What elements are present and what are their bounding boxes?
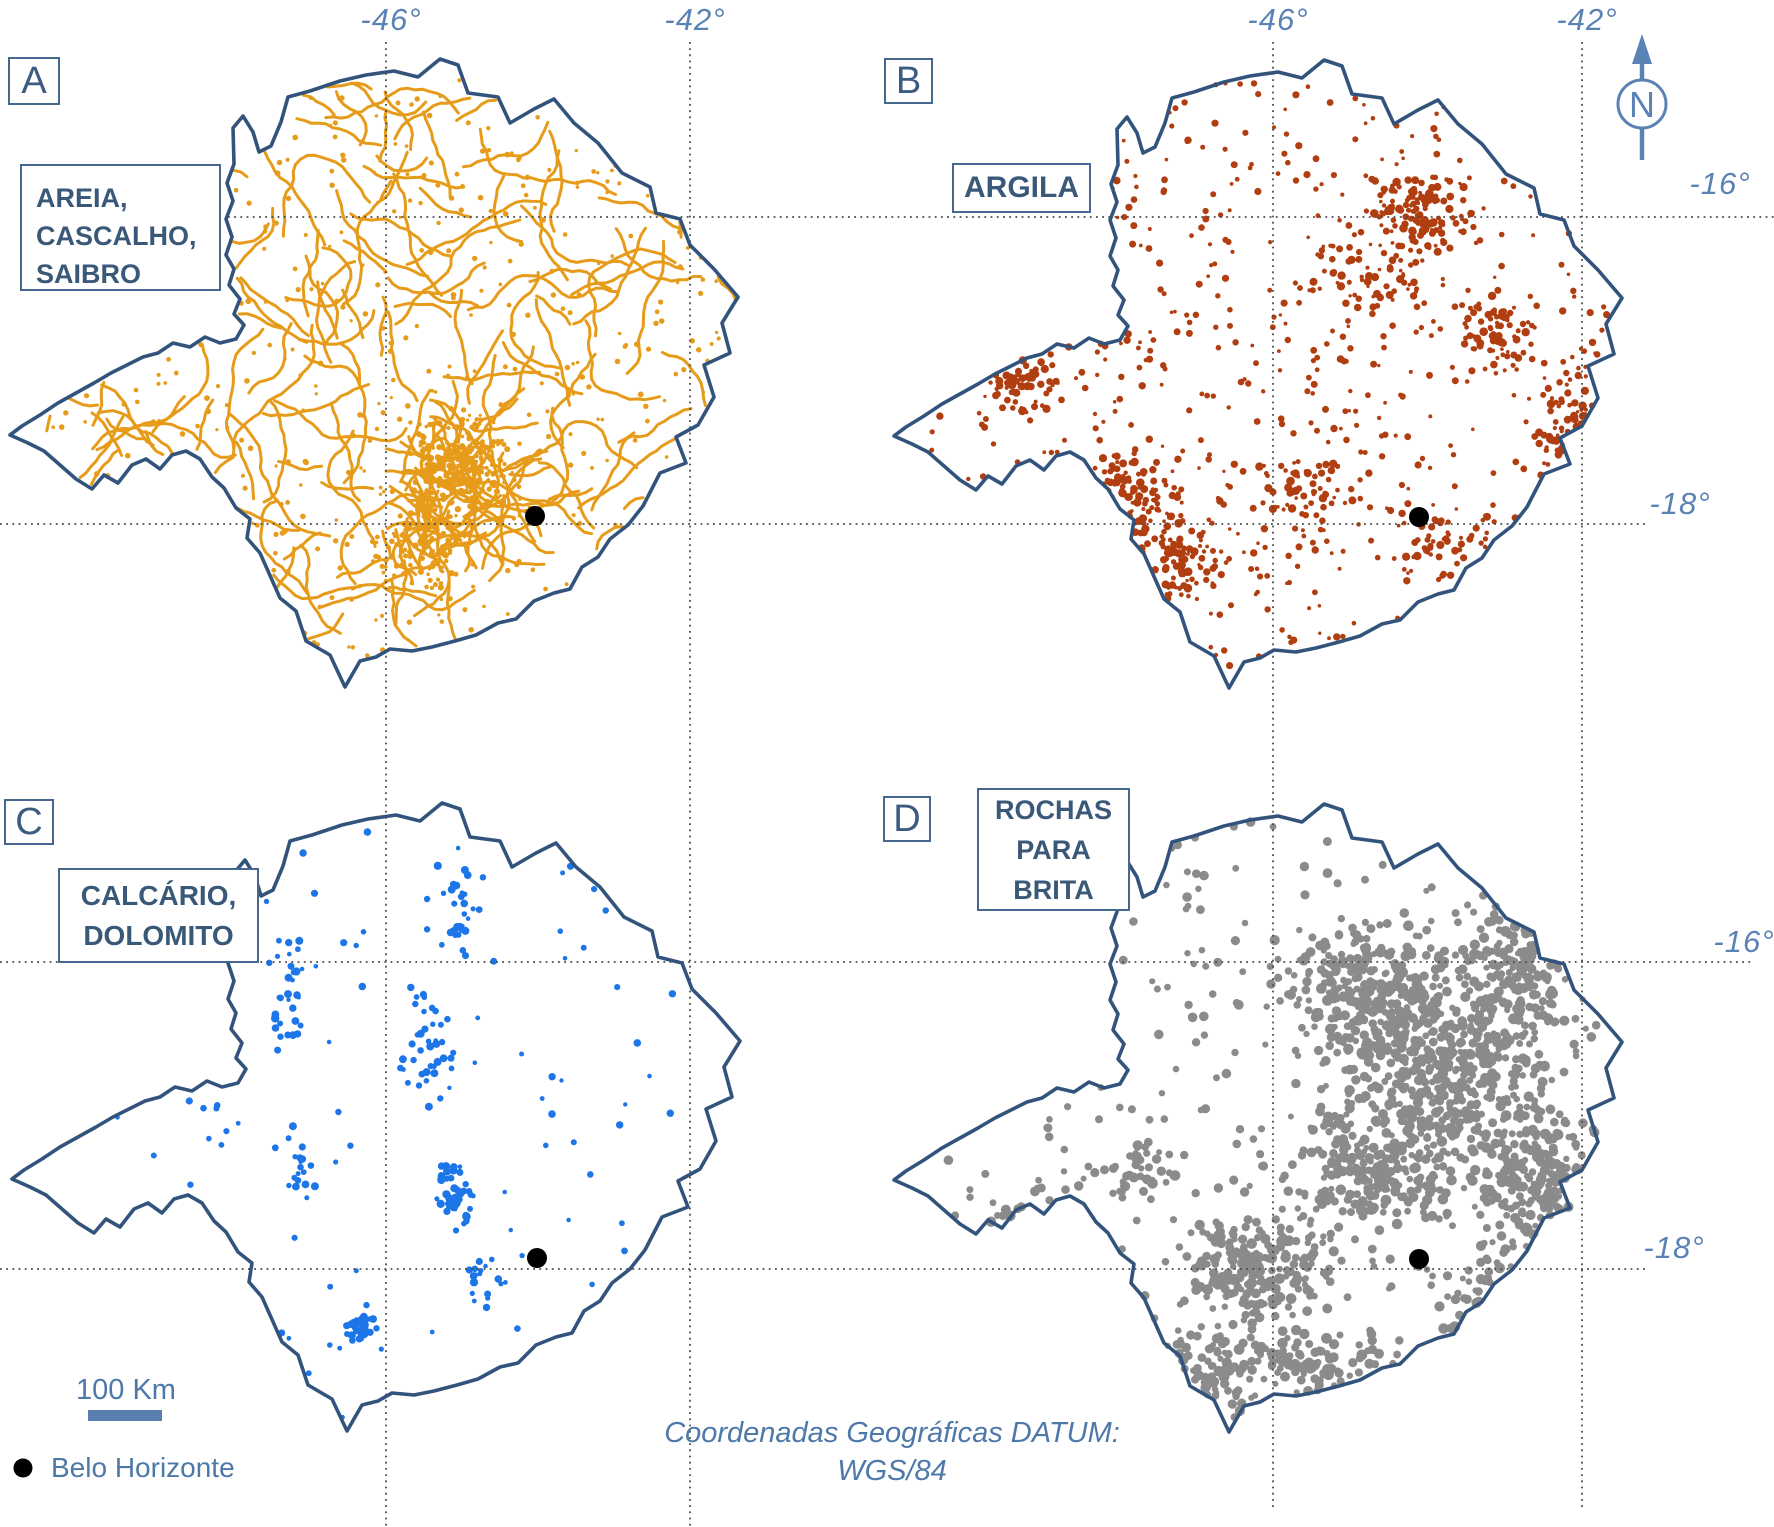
datum-note-line1: Coordenadas Geográficas bbox=[664, 1417, 1003, 1449]
north-label: N bbox=[1629, 84, 1655, 125]
scale-label: 100 Km bbox=[76, 1374, 176, 1406]
city-legend-label: Belo Horizonte bbox=[51, 1452, 235, 1483]
latitude-label-row2-16: -16° bbox=[1713, 924, 1774, 959]
panel-d-dots bbox=[943, 817, 1601, 1421]
panel-a-dots bbox=[45, 78, 738, 658]
latitude-label-row1-18: -18° bbox=[1649, 486, 1711, 521]
datum-note-line2: DATUM: WGS/84 bbox=[837, 1417, 1120, 1487]
panel-c-dots bbox=[115, 828, 677, 1420]
city-legend-dot-icon bbox=[13, 1458, 33, 1478]
longitude-label-b-46: -46° bbox=[1247, 2, 1309, 37]
scale-bar bbox=[88, 1410, 162, 1421]
belo-horizonte-dots bbox=[525, 506, 1429, 1269]
longitude-label-a-46: -46° bbox=[360, 2, 422, 37]
datum-note: Coordenadas Geográficas DATUM: WGS/84 bbox=[652, 1414, 1132, 1490]
panel-d-mineral-label: ROCHAS PARA BRITA bbox=[977, 788, 1130, 911]
latitude-label-row2-18: -18° bbox=[1643, 1230, 1705, 1265]
panel-a-letter: A bbox=[8, 57, 60, 105]
latitude-label-row1-16: -16° bbox=[1689, 166, 1751, 201]
panel-c-mineral-label: CALCÁRIO, DOLOMITO bbox=[58, 868, 259, 963]
panel-d-letter: D bbox=[883, 796, 931, 842]
panel-b-mineral-label: ARGILA bbox=[952, 163, 1091, 213]
longitude-label-b-42: -42° bbox=[1556, 2, 1618, 37]
panel-a-mineral-label: AREIA, CASCALHO, SAIBRO bbox=[20, 164, 221, 291]
longitude-label-a-42: -42° bbox=[664, 2, 726, 37]
north-arrow-icon: N bbox=[1616, 34, 1668, 160]
panel-c-letter: C bbox=[4, 799, 54, 845]
graticule-gridlines bbox=[0, 42, 1774, 1527]
panel-b-letter: B bbox=[884, 58, 933, 104]
